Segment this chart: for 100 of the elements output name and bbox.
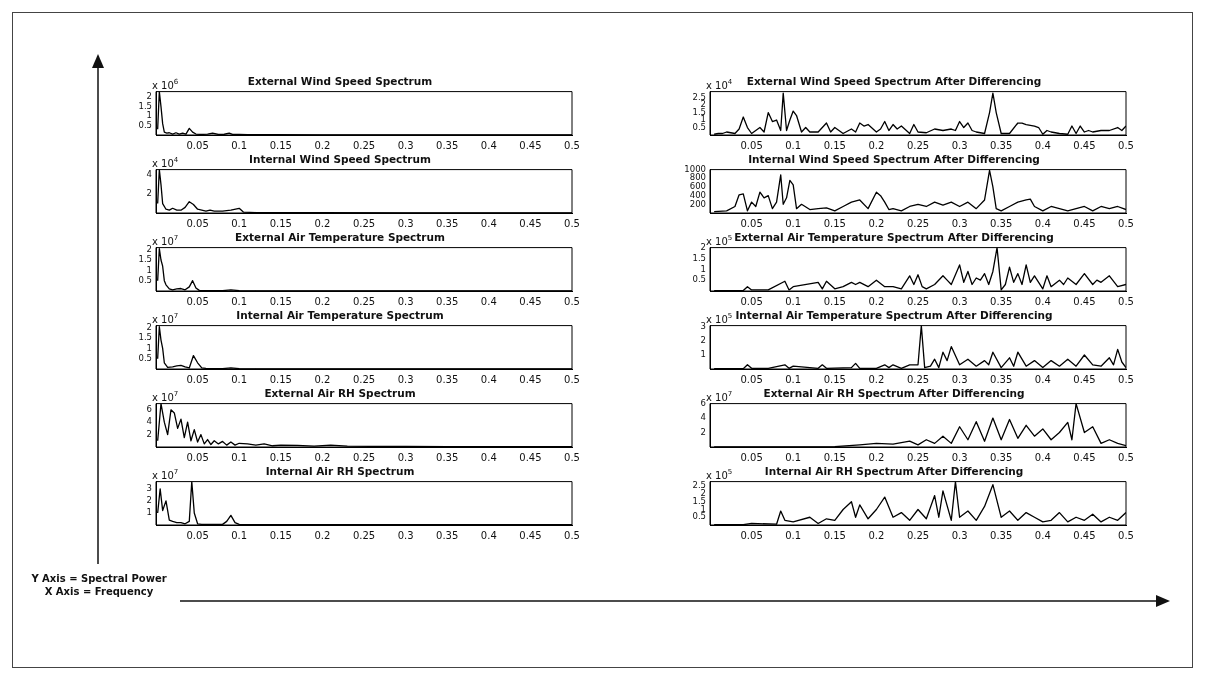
y-tick-label: 4 <box>700 412 706 423</box>
x-tick-label: 0.15 <box>269 295 292 307</box>
y-tick-label: 2 <box>146 91 152 102</box>
x-tick-label: 0.5 <box>1118 217 1134 229</box>
y-tick-label: 2 <box>146 495 152 506</box>
chart-title: External Air Temperature Spectrum <box>235 231 445 244</box>
y-tick-label: 600 <box>689 181 706 192</box>
x-tick-label: 0.45 <box>1073 139 1096 151</box>
x-tick-label: 0.35 <box>990 217 1013 229</box>
x-tick-label: 0.25 <box>352 139 376 151</box>
x-tick-label: 0.1 <box>231 217 248 229</box>
x-tick-label: 0.35 <box>436 139 459 151</box>
x-tick-label: 0.15 <box>269 451 292 463</box>
y-tick-label: 3 <box>146 483 152 494</box>
chart-title: External Air Temperature Spectrum After Differencing <box>734 231 1054 244</box>
x-tick-label: 0.45 <box>1073 295 1096 307</box>
x-tick-label: 0.05 <box>740 529 763 541</box>
chart-title: Internal Wind Speed Spectrum After Differencing <box>748 153 1040 166</box>
y-tick-label: 2.5 <box>692 480 706 491</box>
x-tick-label: 0.2 <box>868 295 885 307</box>
x-tick-label: 0.4 <box>480 373 497 385</box>
x-tick-label: 0.1 <box>785 295 802 307</box>
x-tick-label: 0.45 <box>519 139 542 151</box>
y-tick-label: 2.5 <box>692 91 706 102</box>
x-tick-label: 0.15 <box>823 295 846 307</box>
x-tick-label: 0.25 <box>906 529 930 541</box>
x-tick-label: 0.25 <box>906 451 930 463</box>
y-tick-label: 2 <box>146 188 152 199</box>
y-tick-label: 2 <box>700 335 706 346</box>
x-tick-label: 0.5 <box>1118 373 1134 385</box>
x-tick-label: 0.45 <box>519 451 542 463</box>
x-tick-label: 0.4 <box>1034 373 1051 385</box>
x-tick-label: 0.25 <box>352 295 376 307</box>
x-tick-label: 0.5 <box>1118 451 1134 463</box>
x-tick-label: 0.5 <box>564 139 580 151</box>
x-tick-label: 0.25 <box>906 217 930 229</box>
y-tick-label: 0.5 <box>692 511 706 522</box>
y-tick-label: 6 <box>146 404 152 414</box>
x-tick-label: 0.1 <box>785 373 802 385</box>
x-tick-label: 0.1 <box>231 295 248 307</box>
x-tick-label: 0.3 <box>397 451 414 463</box>
x-tick-label: 0.2 <box>314 139 331 151</box>
x-tick-label: 0.45 <box>519 373 542 385</box>
x-tick-label: 0.4 <box>480 139 497 151</box>
x-tick-label: 0.05 <box>186 217 209 229</box>
x-tick-label: 0.25 <box>906 373 930 385</box>
x-tick-label: 0.2 <box>314 295 331 307</box>
x-tick-label: 0.35 <box>436 373 459 385</box>
x-tick-label: 0.4 <box>1034 451 1051 463</box>
x-tick-label: 0.4 <box>1034 529 1051 541</box>
text: X Axis = Frequency <box>43 585 155 598</box>
x-tick-label: 0.45 <box>519 217 542 229</box>
y-tick-label: 1 <box>146 264 152 275</box>
x-tick-label: 0.5 <box>1118 529 1134 541</box>
y-tick-label: 6 <box>700 397 706 408</box>
x-tick-label: 0.3 <box>397 529 414 541</box>
y-tick-label: 2 <box>146 428 152 439</box>
x-tick-label: 0.25 <box>906 295 930 307</box>
x-tick-label: 0.25 <box>352 217 376 229</box>
x-tick-label: 0.05 <box>740 217 763 229</box>
x-tick-label: 0.1 <box>785 217 802 229</box>
x-tick-label: 0.35 <box>436 451 459 463</box>
x-tick-label: 0.35 <box>990 373 1013 385</box>
x-tick-label: 0.2 <box>868 529 885 541</box>
x-tick-label: 0.4 <box>480 529 497 541</box>
x-tick-label: 0.3 <box>951 217 968 229</box>
y-tick-label: 2 <box>146 243 152 254</box>
y-tick-label: 4 <box>146 416 152 427</box>
x-tick-label: 0.05 <box>740 373 763 385</box>
x-tick-label: 0.2 <box>868 139 885 151</box>
x-tick-label: 0.5 <box>564 373 580 385</box>
x-tick-label: 0.1 <box>785 139 802 151</box>
y-tick-label: 1.5 <box>692 252 706 263</box>
x-tick-label: 0.3 <box>397 217 414 229</box>
x-tick-label: 0.25 <box>352 451 376 463</box>
y-tick-label: 0.5 <box>138 352 152 363</box>
x-tick-label: 0.25 <box>352 529 376 541</box>
y-tick-label: 1.5 <box>138 254 152 265</box>
x-tick-label: 0.35 <box>990 529 1013 541</box>
x-tick-label: 0.05 <box>186 373 209 385</box>
x-tick-label: 0.15 <box>823 373 846 385</box>
y-tick-label: 0.5 <box>138 119 152 130</box>
x-tick-label: 0.2 <box>868 451 885 463</box>
x-tick-label: 0.45 <box>1073 373 1096 385</box>
x-tick-label: 0.15 <box>823 451 846 463</box>
x-tick-label: 0.1 <box>785 451 802 463</box>
x-tick-label: 0.4 <box>1034 139 1051 151</box>
x-tick-label: 0.3 <box>951 295 968 307</box>
x-tick-label: 0.2 <box>868 373 885 385</box>
x-tick-label: 0.05 <box>186 139 209 151</box>
x-tick-label: 0.15 <box>269 217 292 229</box>
y-tick-label: 2 <box>146 321 152 332</box>
chart-title: External Air RH Spectrum <box>264 387 416 400</box>
x-tick-label: 0.45 <box>1073 217 1096 229</box>
x-tick-label: 0.2 <box>314 373 331 385</box>
chart-title: Internal Wind Speed Spectrum <box>249 153 431 166</box>
y-tick-label: 1 <box>146 342 152 353</box>
x-tick-label: 0.35 <box>436 217 459 229</box>
x-tick-label: 0.4 <box>480 217 497 229</box>
x-tick-label: 0.4 <box>480 295 497 307</box>
